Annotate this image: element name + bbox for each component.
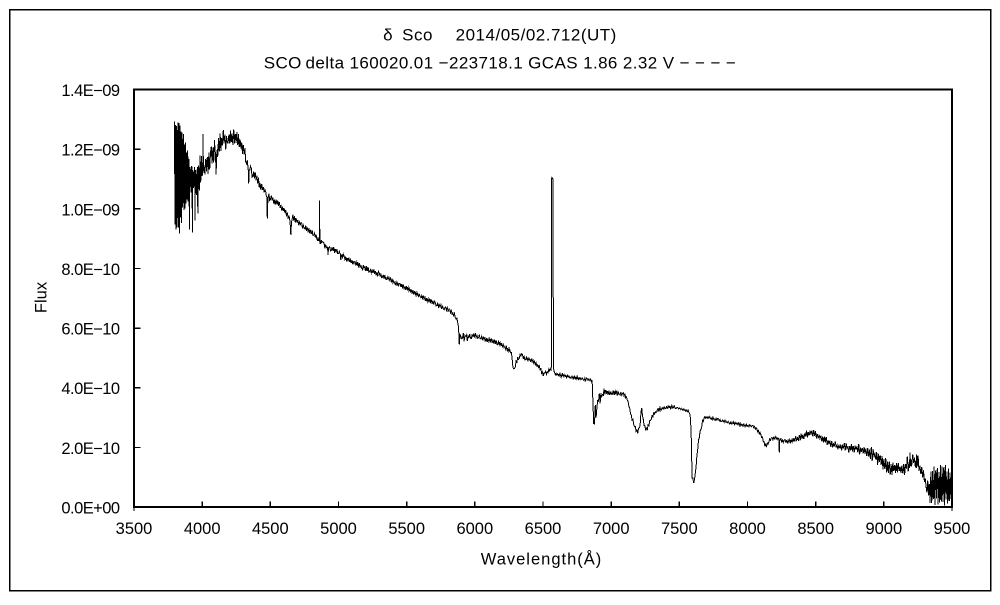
svg-text:8500: 8500 xyxy=(797,520,834,538)
svg-text:7500: 7500 xyxy=(661,520,698,538)
svg-text:2.0E−10: 2.0E−10 xyxy=(61,440,119,458)
svg-text:6.0E−10: 6.0E−10 xyxy=(61,321,119,339)
svg-text:3500: 3500 xyxy=(116,520,153,538)
svg-text:Flux: Flux xyxy=(33,281,51,313)
svg-text:7000: 7000 xyxy=(593,520,630,538)
svg-text:0.0E+00: 0.0E+00 xyxy=(61,500,119,518)
svg-text:9000: 9000 xyxy=(865,520,902,538)
svg-text:1.2E−09: 1.2E−09 xyxy=(61,142,119,160)
svg-text:6000: 6000 xyxy=(456,520,493,538)
svg-text:8.0E−10: 8.0E−10 xyxy=(61,261,119,279)
svg-text:9500: 9500 xyxy=(934,520,971,538)
svg-text:5500: 5500 xyxy=(388,520,425,538)
svg-text:6500: 6500 xyxy=(525,520,562,538)
svg-text:1.4E−09: 1.4E−09 xyxy=(61,82,119,100)
svg-text:1.0E−09: 1.0E−09 xyxy=(61,201,119,219)
svg-text:Wavelength(Å): Wavelength(Å) xyxy=(481,550,603,569)
svg-text:5000: 5000 xyxy=(320,520,357,538)
svg-text:δ Sco 2014/05/02.712(UT): δ Sco 2014/05/02.712(UT) xyxy=(383,26,617,45)
svg-text:4000: 4000 xyxy=(184,520,221,538)
svg-text:4500: 4500 xyxy=(252,520,289,538)
svg-text:8000: 8000 xyxy=(729,520,766,538)
svg-text:SCO delta 160020.01 −223718.1: SCO delta 160020.01 −223718.1 GCAS 1.86 … xyxy=(264,54,737,73)
svg-text:4.0E−10: 4.0E−10 xyxy=(61,380,119,398)
